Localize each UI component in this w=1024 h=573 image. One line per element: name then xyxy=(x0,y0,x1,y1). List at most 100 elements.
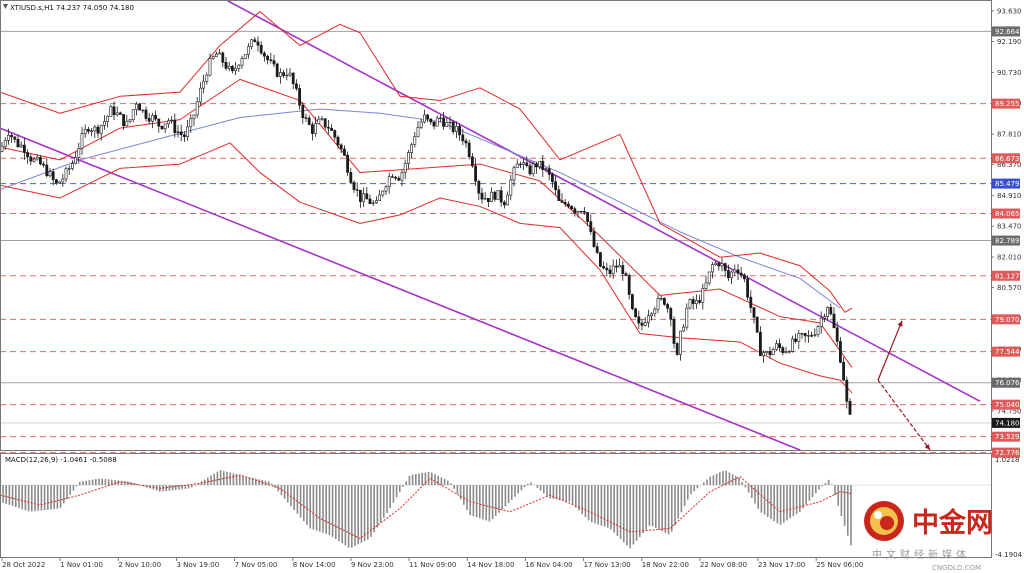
level-tag-9 xyxy=(992,377,1020,388)
candle-body-72 xyxy=(231,66,234,72)
candle-body-118 xyxy=(378,194,382,201)
candle-body-54 xyxy=(173,119,177,133)
current-price-tag xyxy=(992,417,1020,428)
candle-body-244 xyxy=(781,347,785,353)
candle-body-74 xyxy=(237,64,241,69)
time-tick-label-6: 9 Nov 23:00 xyxy=(351,561,394,569)
candle-body-80 xyxy=(256,41,260,46)
candle-body-49 xyxy=(157,118,161,127)
candle-body-187 xyxy=(598,252,602,267)
price-tick-label-9: 80.570 xyxy=(997,284,1022,292)
candle-body-141 xyxy=(451,121,455,132)
level-tag-label-10: 75.040 xyxy=(995,401,1020,409)
candle-body-95 xyxy=(304,117,308,119)
candle-body-52 xyxy=(167,120,170,125)
candle-body-170 xyxy=(544,168,548,170)
candle-body-14 xyxy=(45,164,49,177)
candle-body-263 xyxy=(842,361,846,381)
candle-body-3 xyxy=(10,134,14,138)
candle-body-241 xyxy=(771,349,775,356)
candle-body-224 xyxy=(717,262,721,267)
time-tick-label-7: 11 Nov 09:00 xyxy=(409,561,456,569)
projection-arrows xyxy=(877,320,931,451)
candle-body-45 xyxy=(144,109,148,119)
time-tick-label-3: 3 Nov 19:00 xyxy=(176,561,219,569)
candle-body-9 xyxy=(29,156,33,162)
candle-body-204 xyxy=(653,308,657,315)
cngold-logo-icon xyxy=(864,501,904,541)
chart-title: XTIUSD.s,H1 74.237 74.050 74.180 xyxy=(10,4,134,12)
projection-arrowhead-0 xyxy=(897,320,903,327)
candle-body-108 xyxy=(346,154,350,173)
candle-body-85 xyxy=(272,60,276,65)
collapse-arrow-icon[interactable] xyxy=(3,4,8,9)
level-tag-label-2: 86.673 xyxy=(995,155,1020,163)
candle-body-117 xyxy=(374,200,378,204)
candle-body-51 xyxy=(163,123,167,130)
time-tick-label-10: 17 Nov 13:00 xyxy=(584,561,631,569)
level-tag-4 xyxy=(992,208,1020,219)
candle-body-116 xyxy=(371,202,375,204)
candle-body-42 xyxy=(135,103,138,110)
candle-body-33 xyxy=(106,116,110,122)
candle-body-180 xyxy=(576,211,580,214)
price-tick-label-8: 82.010 xyxy=(997,254,1022,262)
watermark: 中金网 中文财经新媒体 CNGOLD.COM xyxy=(864,501,993,572)
candle-body-36 xyxy=(115,112,119,116)
candle-body-87 xyxy=(278,72,282,77)
projection-arrowhead-1 xyxy=(924,444,930,450)
candle-body-40 xyxy=(128,119,132,122)
candle-body-43 xyxy=(138,103,142,111)
candle-body-103 xyxy=(330,127,334,131)
candle-body-196 xyxy=(627,275,631,295)
candle-body-179 xyxy=(573,208,577,214)
time-tick-label-11: 18 Nov 22:00 xyxy=(642,561,689,569)
candle-body-84 xyxy=(269,59,273,61)
candle-body-139 xyxy=(445,122,449,127)
candle-body-34 xyxy=(109,106,113,117)
candle-body-12 xyxy=(38,157,42,165)
candle-body-231 xyxy=(739,272,743,276)
candle-body-126 xyxy=(403,163,407,173)
time-tick-label-4: 7 Nov 05:00 xyxy=(235,561,278,569)
candle-body-201 xyxy=(643,322,647,326)
level-tag-12 xyxy=(992,447,1020,458)
level-tag-label-12: 72.776 xyxy=(995,449,1020,457)
candle-body-156 xyxy=(499,190,503,203)
candle-body-100 xyxy=(320,118,324,120)
candle-body-188 xyxy=(602,266,606,269)
candle-body-213 xyxy=(682,326,686,332)
candle-body-235 xyxy=(752,307,756,318)
candle-body-194 xyxy=(621,265,625,274)
level-tag-label-6: 81.127 xyxy=(995,272,1020,280)
level-tag-label-4: 84.065 xyxy=(995,210,1020,218)
candle-body-236 xyxy=(755,316,759,333)
candles xyxy=(0,36,852,415)
main-panel-frame xyxy=(0,0,992,451)
candle-body-92 xyxy=(294,83,298,89)
candle-body-125 xyxy=(400,172,404,181)
candle-body-15 xyxy=(48,171,52,177)
level-tag-label-3: 85.479 xyxy=(995,180,1020,188)
candle-body-167 xyxy=(534,163,538,168)
candle-body-239 xyxy=(765,351,769,353)
time-tick-label-0: 28 Oct 2022 xyxy=(2,561,45,569)
candle-body-4 xyxy=(13,136,17,140)
candle-body-46 xyxy=(147,118,151,122)
candle-body-73 xyxy=(234,68,238,72)
candle-body-243 xyxy=(778,343,782,348)
candle-body-232 xyxy=(742,274,746,280)
candle-body-233 xyxy=(746,278,750,298)
candle-body-240 xyxy=(768,351,772,356)
candle-body-113 xyxy=(362,193,366,202)
projection-line-0 xyxy=(877,320,903,381)
candle-body-65 xyxy=(208,57,212,76)
candle-body-202 xyxy=(646,315,650,323)
bollinger-upper-line xyxy=(0,11,853,313)
candle-body-104 xyxy=(333,130,337,138)
time-tick-label-5: 8 Nov 14:00 xyxy=(293,561,336,569)
candle-body-48 xyxy=(154,115,158,120)
candle-body-114 xyxy=(365,193,369,200)
candle-body-261 xyxy=(835,327,839,342)
